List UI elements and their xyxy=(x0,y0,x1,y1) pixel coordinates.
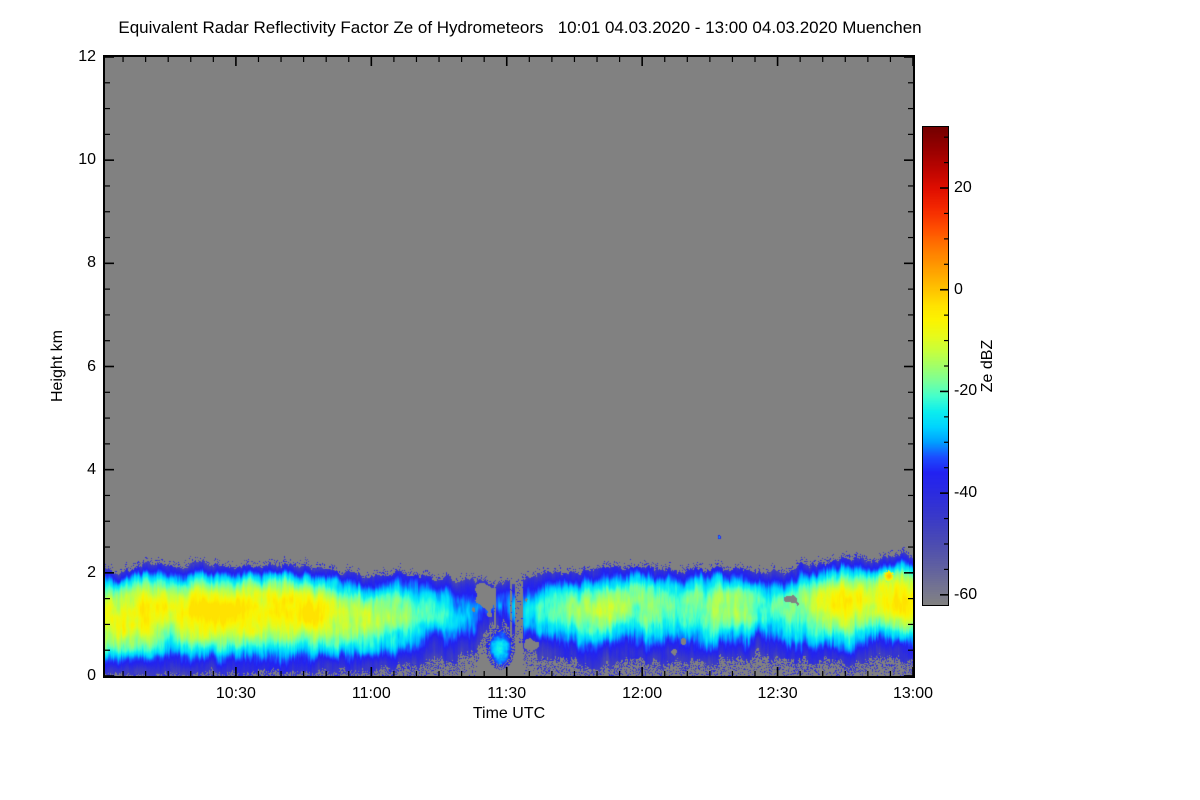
y-tick-label: 10 xyxy=(78,151,96,169)
colorbar-gradient-canvas xyxy=(923,127,948,605)
y-tick-label: 12 xyxy=(78,48,96,65)
y-tick-label: 4 xyxy=(87,460,96,478)
x-tick-label: 11:30 xyxy=(487,685,527,702)
y-tick-label: 8 xyxy=(87,254,96,272)
x-axis-label: Time UTC xyxy=(472,705,546,722)
colorbar xyxy=(922,126,949,606)
colorbar-tick-label: -40 xyxy=(954,484,978,502)
colorbar-axis-label: Ze dBZ xyxy=(979,339,996,393)
plot-area xyxy=(103,55,915,678)
y-tick-label: 2 xyxy=(87,563,96,581)
colorbar-tick-label: 0 xyxy=(954,280,963,298)
colorbar-tick-label: 20 xyxy=(954,179,972,197)
x-tick-label: 13:00 xyxy=(892,685,934,702)
x-tick-label: 10:30 xyxy=(215,685,256,702)
colorbar-tick-label: -20 xyxy=(954,382,978,400)
y-tick-label: 0 xyxy=(87,667,96,684)
x-tick-label: 12:30 xyxy=(757,685,798,702)
x-tick-label: 12:00 xyxy=(622,685,663,702)
y-tick-label: 6 xyxy=(87,357,96,375)
reflectivity-heatmap-canvas xyxy=(105,57,913,676)
chart-title: Equivalent Radar Reflectivity Factor Ze … xyxy=(118,18,922,37)
colorbar-tick-label: -60 xyxy=(954,585,978,603)
x-tick-label: 11:00 xyxy=(351,685,391,702)
